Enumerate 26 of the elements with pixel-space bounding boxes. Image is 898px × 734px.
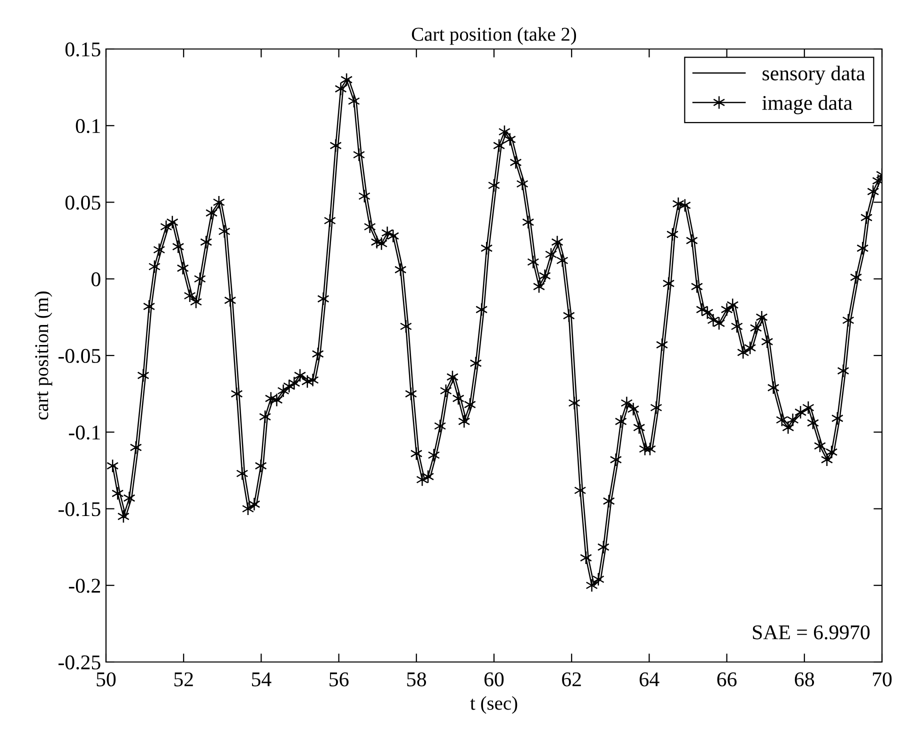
- x-tick-label: 66: [717, 672, 737, 686]
- x-tick-label: 60: [484, 672, 504, 686]
- y-tick-label: 0.1: [76, 119, 100, 134]
- legend-label: image data: [762, 95, 852, 114]
- x-tick-label: 62: [562, 672, 581, 686]
- y-tick-label: -0.1: [68, 426, 100, 440]
- y-tick-label: 0.15: [65, 42, 100, 57]
- y-tick-label: 0: [92, 272, 100, 286]
- y-tick-label: 0.05: [65, 196, 100, 210]
- x-tick-label: 64: [640, 672, 660, 686]
- y-tick-label: -0.05: [58, 348, 100, 364]
- x-tick-label: 56: [330, 672, 349, 686]
- y-tick-label: -0.15: [58, 502, 100, 516]
- y-axis-title: cart position (m): [34, 292, 52, 420]
- y-tick-label: -0.2: [68, 578, 100, 593]
- legend-label: sensory data: [762, 66, 866, 85]
- annotation: SAE = 6.9970: [752, 625, 870, 640]
- x-tick-label: 50: [96, 672, 116, 686]
- x-axis-title: t (sec): [470, 696, 518, 714]
- x-tick-label: 58: [407, 672, 426, 686]
- x-tick-label: 68: [794, 672, 814, 686]
- x-tick-label: 70: [872, 672, 892, 686]
- chart-title: Cart position (take 2): [412, 27, 576, 45]
- x-tick-label: 54: [252, 672, 272, 686]
- y-tick-label: -0.25: [58, 655, 100, 670]
- x-tick-label: 52: [174, 672, 193, 686]
